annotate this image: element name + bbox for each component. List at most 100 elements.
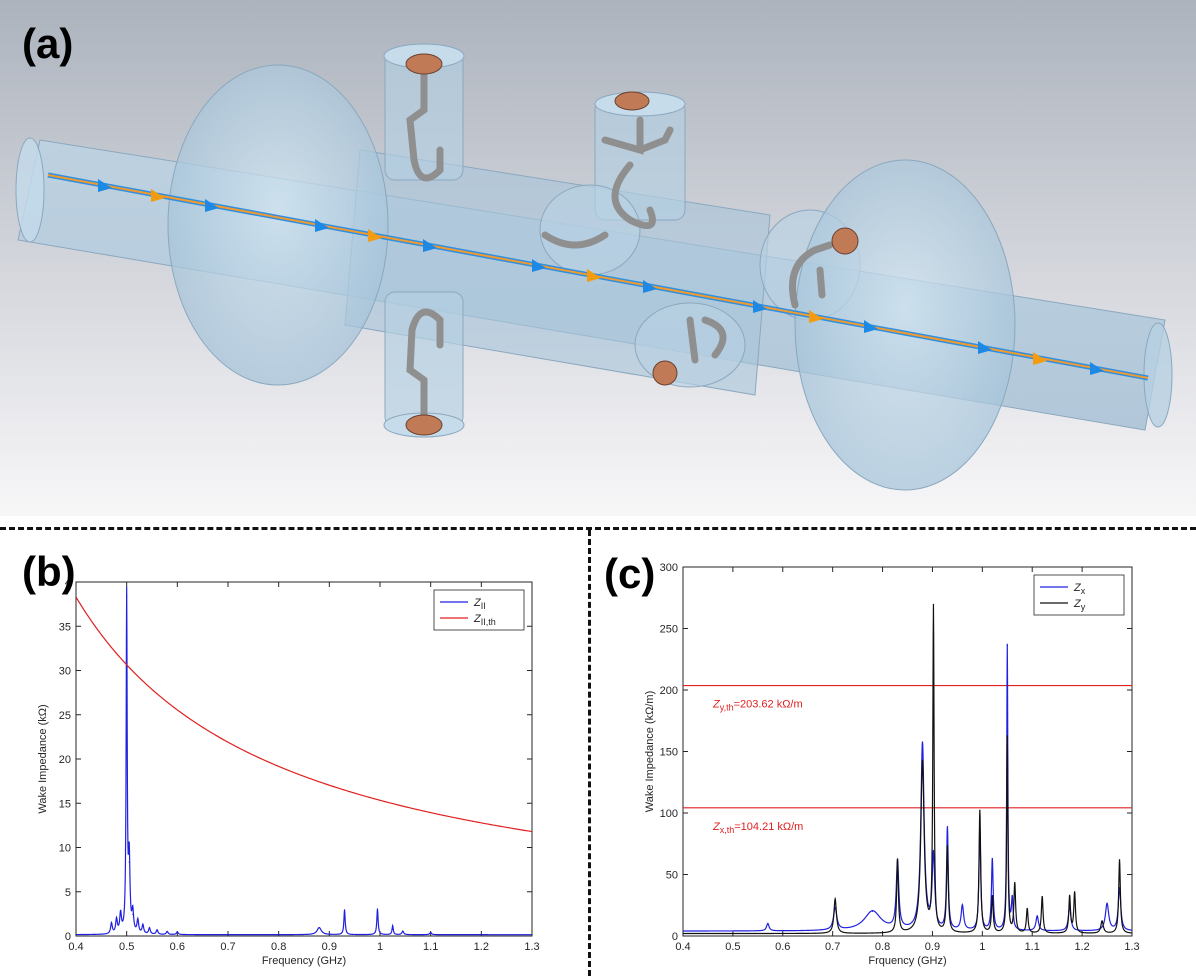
x-tick-label: 0.6	[775, 941, 790, 953]
y-tick-label: 100	[660, 808, 678, 820]
cavity-cell-left	[167, 64, 389, 386]
peak-point	[1036, 915, 1038, 917]
peak-point	[142, 925, 144, 927]
plot-area	[76, 586, 532, 936]
x-axis-label: Frequency (GHz)	[262, 955, 346, 967]
x-tick-label: 1.2	[1074, 941, 1089, 953]
x-tick-label: 1.1	[423, 941, 438, 953]
hom-couplers	[406, 68, 834, 422]
legend: Zx Zy	[1033, 574, 1125, 616]
peak-point	[1006, 736, 1008, 738]
peak-point	[115, 919, 118, 922]
peak-point	[402, 930, 404, 932]
peak-point	[932, 609, 935, 611]
peak-point	[1074, 892, 1076, 894]
peak-point	[318, 926, 320, 929]
x-axis-label: Frquency (GHz)	[868, 955, 946, 967]
legend-label: Zx	[1073, 582, 1086, 596]
peak-point	[979, 809, 981, 812]
x-tick-label: 1.3	[1124, 941, 1139, 953]
peak-point	[946, 846, 949, 849]
y-tick-label: 0	[672, 931, 678, 943]
peak-point	[1014, 883, 1016, 885]
y-tick-label: 250	[660, 624, 678, 636]
peak-point	[430, 931, 432, 934]
x-tick-label: 1.3	[524, 941, 539, 953]
x-tick-label: 1	[377, 941, 383, 953]
peak-point	[767, 923, 769, 925]
x-tick-label: 0.4	[675, 941, 690, 953]
transverse-impedance-chart: 0.4 0.5 0.6 0.7 0.8 0.9 1 1.1 1.2 1.3 0 50 100 150 200…	[644, 562, 1140, 967]
x-tick-label: 0.9	[322, 941, 337, 953]
y-tick-label: 150	[660, 747, 678, 759]
y-tick-label: 20	[59, 754, 71, 766]
panel-b-label: (b)	[22, 548, 76, 595]
plot-area	[683, 603, 1132, 935]
y-tick-label: 50	[666, 870, 678, 882]
peak-point	[1069, 896, 1071, 898]
peak-point	[110, 923, 113, 925]
coupler-discs	[405, 53, 859, 436]
y-tick-label: 25	[59, 710, 71, 722]
peak-point	[896, 859, 899, 861]
cavity-render-panel: (a)	[0, 0, 1196, 516]
peak-point	[343, 909, 346, 911]
y-tick-label: 200	[660, 685, 678, 697]
peak-point	[148, 927, 151, 930]
series-line-0	[683, 643, 1132, 932]
x-tick-label: 1	[979, 941, 985, 953]
horizontal-divider	[0, 527, 1196, 530]
peak-point	[132, 913, 134, 915]
x-tick-label: 0.5	[119, 941, 134, 953]
peak-point	[932, 856, 935, 858]
plot-frame	[682, 566, 1133, 937]
peak-point	[834, 908, 836, 910]
peak-point	[1026, 908, 1028, 910]
peak-point	[991, 859, 993, 861]
peak-point	[1106, 903, 1108, 905]
x-tick-label: 1.2	[474, 941, 489, 953]
cavity-cell-right	[794, 159, 1016, 491]
y-tick-label: 35	[59, 621, 71, 633]
x-tick-label: 0.9	[925, 941, 940, 953]
peak-point	[921, 743, 924, 745]
peak-point	[392, 925, 394, 927]
legend-box	[1033, 574, 1125, 616]
x-tick-label: 0.7	[220, 941, 235, 953]
y-axis-label: Wake Impedance (kΩ)	[37, 704, 49, 813]
peak-point	[1118, 859, 1121, 861]
series-line-1	[76, 596, 532, 833]
series-line-1	[683, 603, 1132, 935]
longitudinal-impedance-chart: 0.4 0.5 0.6 0.7 0.8 0.9 1 1.1 1.2 1.3 0 5 10 15 20 25 30…	[37, 577, 540, 967]
legend-box	[433, 589, 525, 631]
legend: ZII ZII,th	[433, 589, 525, 631]
peak-point	[961, 905, 963, 908]
plot-frame	[75, 581, 533, 937]
y-tick-label: 5	[65, 887, 71, 899]
x-tick-label: 0.4	[68, 941, 83, 953]
peak-point	[871, 910, 874, 912]
peak-point	[1006, 645, 1008, 647]
y-tick-label: 15	[59, 798, 71, 810]
peak-point	[1041, 896, 1043, 898]
x-tick-label: 0.8	[875, 941, 890, 953]
x-tick-label: 1.1	[1025, 941, 1040, 953]
y-tick-label: 4	[65, 577, 71, 589]
peak-point	[156, 929, 158, 931]
legend-label: ZII,th	[473, 613, 496, 627]
peak-point	[1011, 899, 1013, 901]
peak-point	[176, 931, 178, 933]
x-tick-label: 0.5	[725, 941, 740, 953]
legend-label: Zy	[1073, 598, 1086, 612]
peak-point	[376, 908, 379, 910]
x-tick-label: 0.6	[170, 941, 185, 953]
y-tick-label: 30	[59, 666, 71, 678]
peak-point	[834, 898, 836, 900]
threshold-label: Zy,th=203.62 kΩ/m	[712, 699, 803, 713]
legend-label: ZII	[473, 597, 486, 611]
beam-axis	[47, 172, 1149, 381]
peak-point	[126, 596, 128, 598]
peak-point	[166, 930, 168, 933]
threshold-label: Zx,th=104.21 kΩ/m	[712, 821, 803, 835]
vertical-divider	[588, 530, 591, 976]
